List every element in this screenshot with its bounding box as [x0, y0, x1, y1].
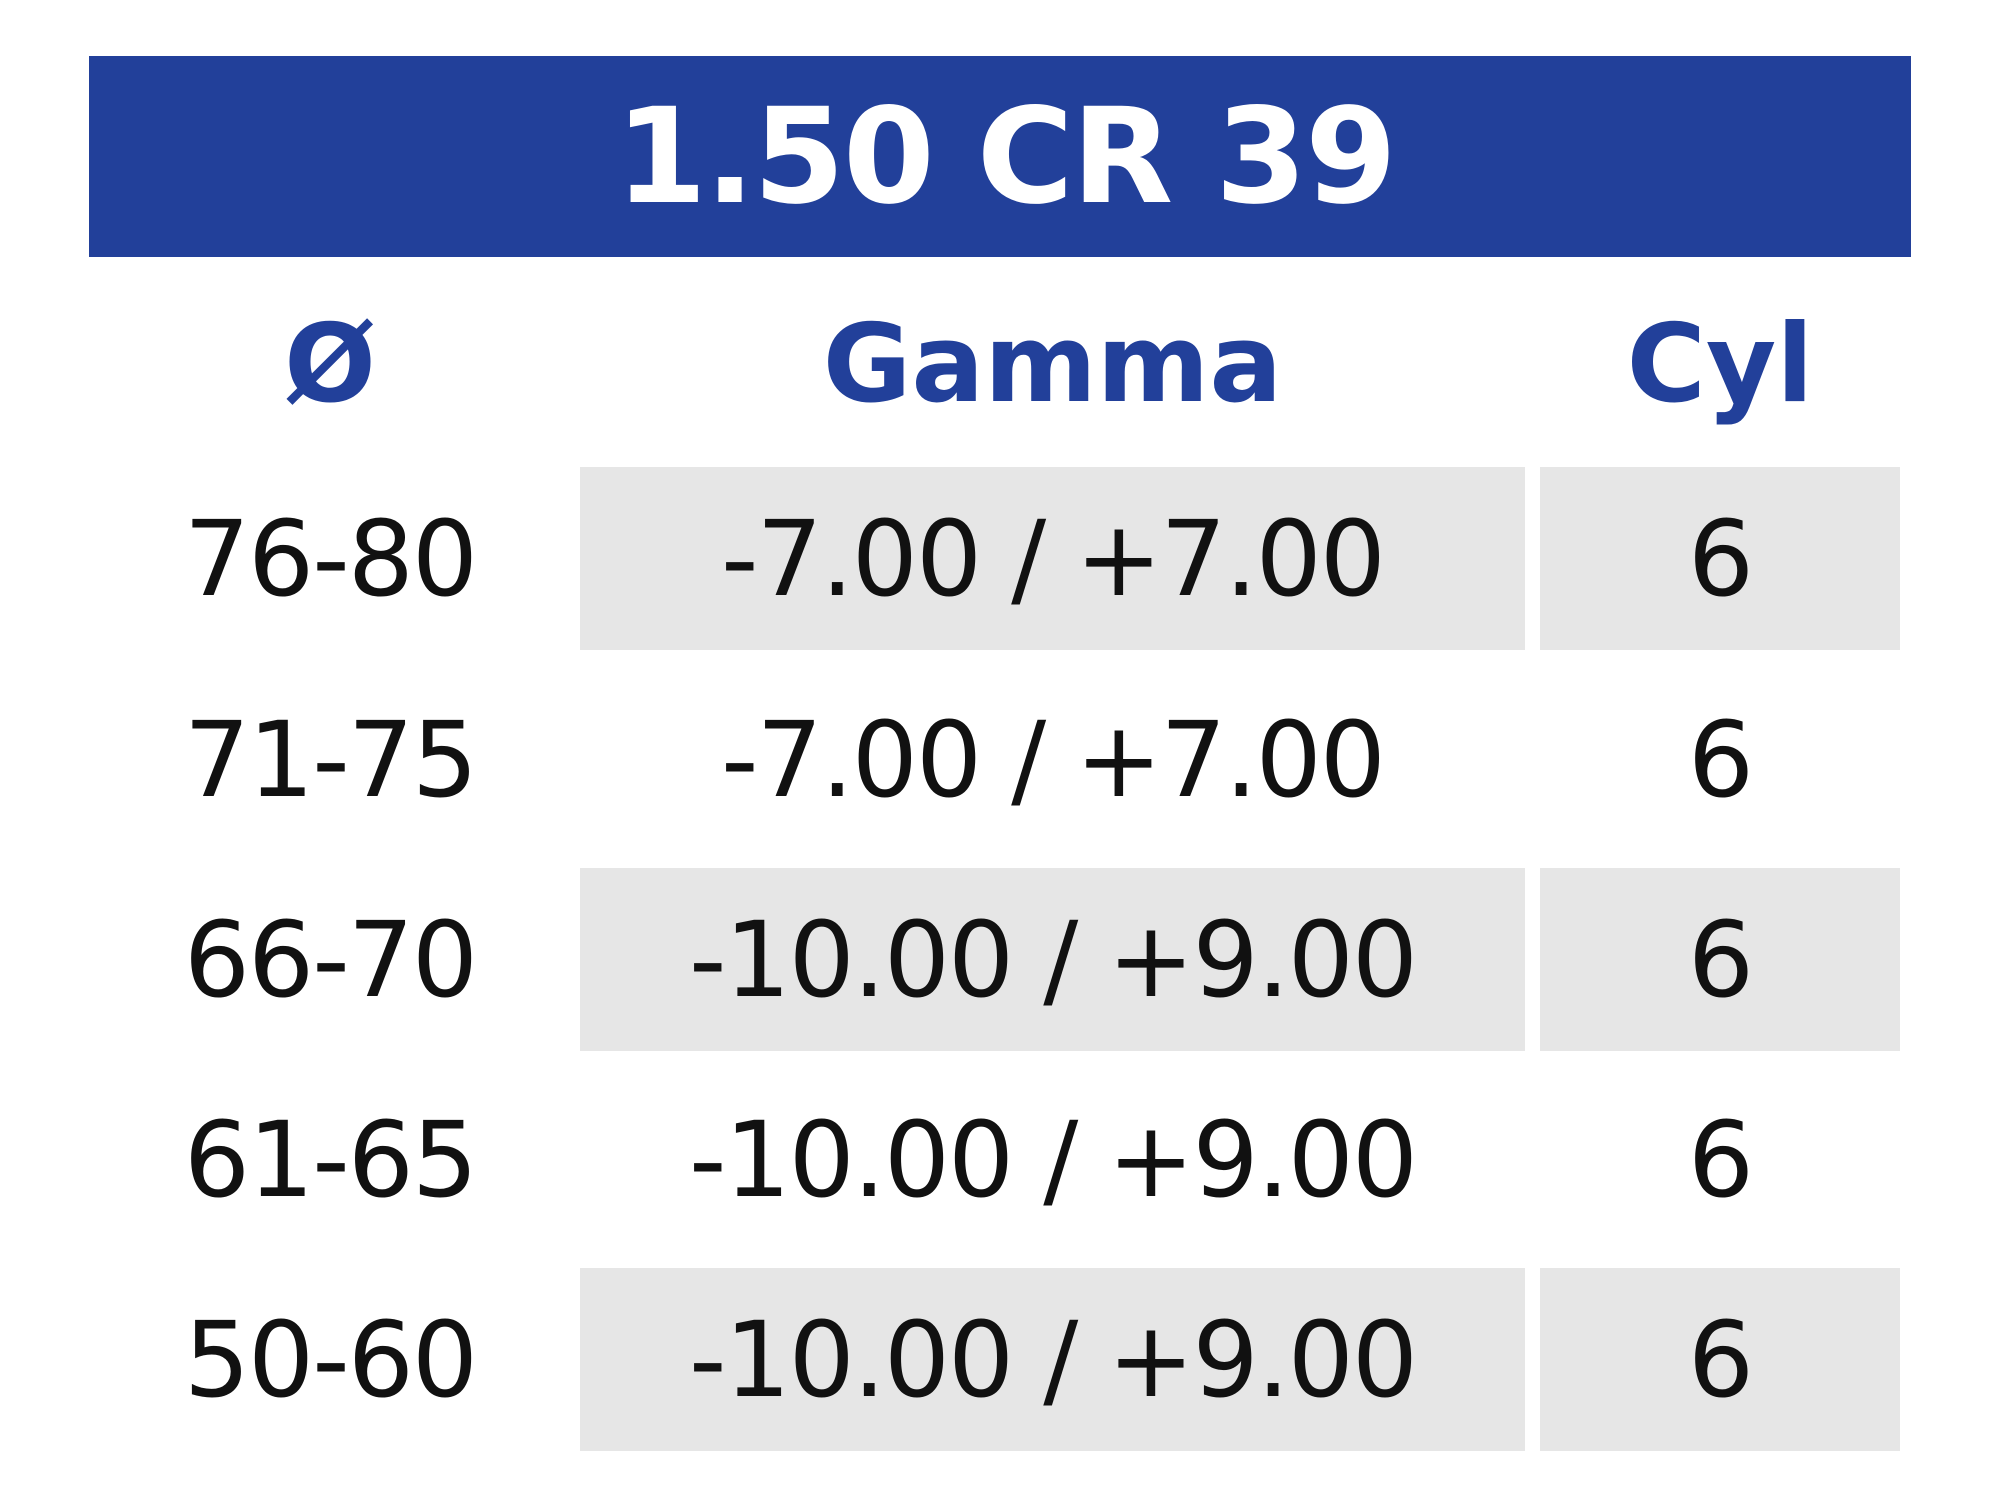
row-5-cyl: 6 — [1540, 1268, 1900, 1451]
row-1-cyl: 6 — [1540, 467, 1900, 650]
row-5-diameter: 50-60 — [183, 1298, 478, 1421]
row-3-gamma: -10.00 / +9.00 — [580, 868, 1525, 1051]
table-title: 1.50 CR 39 — [615, 79, 1397, 234]
row-3-cyl: 6 — [1540, 868, 1900, 1051]
row-3-diameter: 66-70 — [183, 898, 478, 1021]
row-2-cyl: 6 — [1687, 698, 1754, 821]
row-2-diameter: 71-75 — [183, 698, 478, 821]
header-cyl: Cyl — [1626, 302, 1814, 427]
header-diameter: Ø — [284, 302, 376, 427]
row-5-gamma: -10.00 / +9.00 — [580, 1268, 1525, 1451]
row-1-gamma: -7.00 / +7.00 — [580, 467, 1525, 650]
row-4-diameter: 61-65 — [183, 1098, 478, 1221]
row-2-gamma: -7.00 / +7.00 — [721, 698, 1386, 821]
row-4-gamma: -10.00 / +9.00 — [688, 1098, 1418, 1221]
title-banner: 1.50 CR 39 — [89, 56, 1911, 257]
header-gamma: Gamma — [822, 302, 1283, 427]
row-1-diameter: 76-80 — [183, 497, 478, 620]
row-4-cyl: 6 — [1687, 1098, 1754, 1221]
